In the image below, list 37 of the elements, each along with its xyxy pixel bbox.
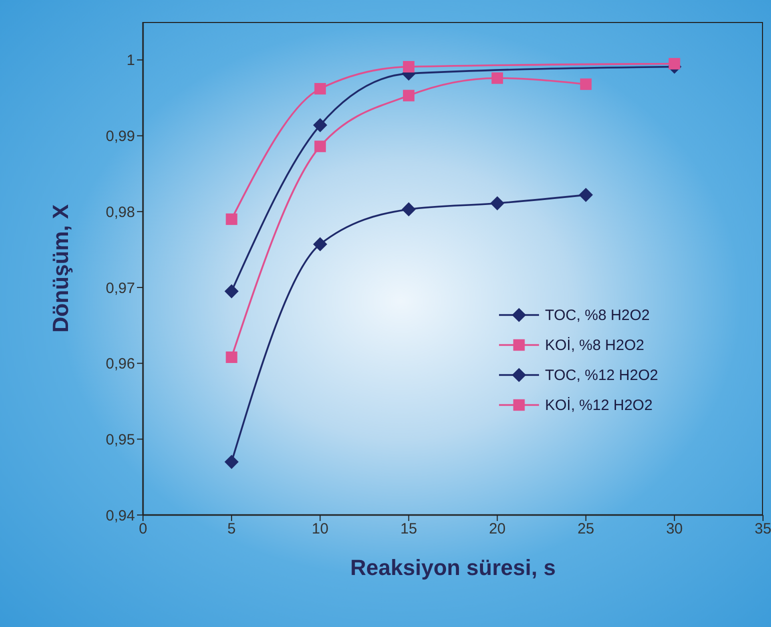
x-tick-label: 30 (666, 520, 683, 538)
point (313, 237, 327, 251)
x-axis-title: Reaksiyon süresi, s (350, 555, 556, 580)
point (226, 351, 238, 363)
point (490, 196, 504, 210)
legend-label: KOİ, %8 H2O2 (545, 336, 644, 354)
x-tick-label: 35 (754, 520, 771, 538)
legend-label: TOC, %12 H2O2 (545, 366, 658, 384)
y-tick-label: 0,94 (106, 507, 135, 524)
point (668, 58, 680, 70)
point (224, 455, 238, 469)
point (402, 90, 414, 102)
y-tick-label: 0,95 (106, 431, 135, 448)
y-tick-label: 1 (126, 52, 135, 70)
point (580, 78, 592, 90)
x-tick-label: 25 (578, 520, 594, 538)
point (402, 61, 414, 72)
point (314, 140, 326, 152)
point (226, 213, 238, 225)
x-tick-label: 15 (400, 520, 418, 538)
y-tick-label: 0,96 (106, 356, 135, 373)
x-tick-label: 5 (227, 520, 236, 538)
y-tick-label: 0,97 (106, 280, 135, 297)
point (402, 202, 416, 216)
y-tick-label: 0,99 (106, 128, 135, 146)
point (314, 82, 326, 94)
y-axis-title: Dönüşüm, X (48, 204, 73, 333)
point (224, 284, 238, 298)
legend-label: KOİ, %12 H2O2 (545, 396, 653, 414)
point (579, 188, 593, 202)
point (313, 118, 327, 132)
x-tick-label: 0 (138, 520, 148, 538)
x-tick-label: 20 (488, 520, 506, 538)
legend-label: TOC, %8 H2O2 (545, 306, 650, 324)
point (492, 72, 504, 84)
y-tick-label: 0,98 (106, 204, 135, 221)
x-tick-label: 10 (312, 520, 328, 538)
